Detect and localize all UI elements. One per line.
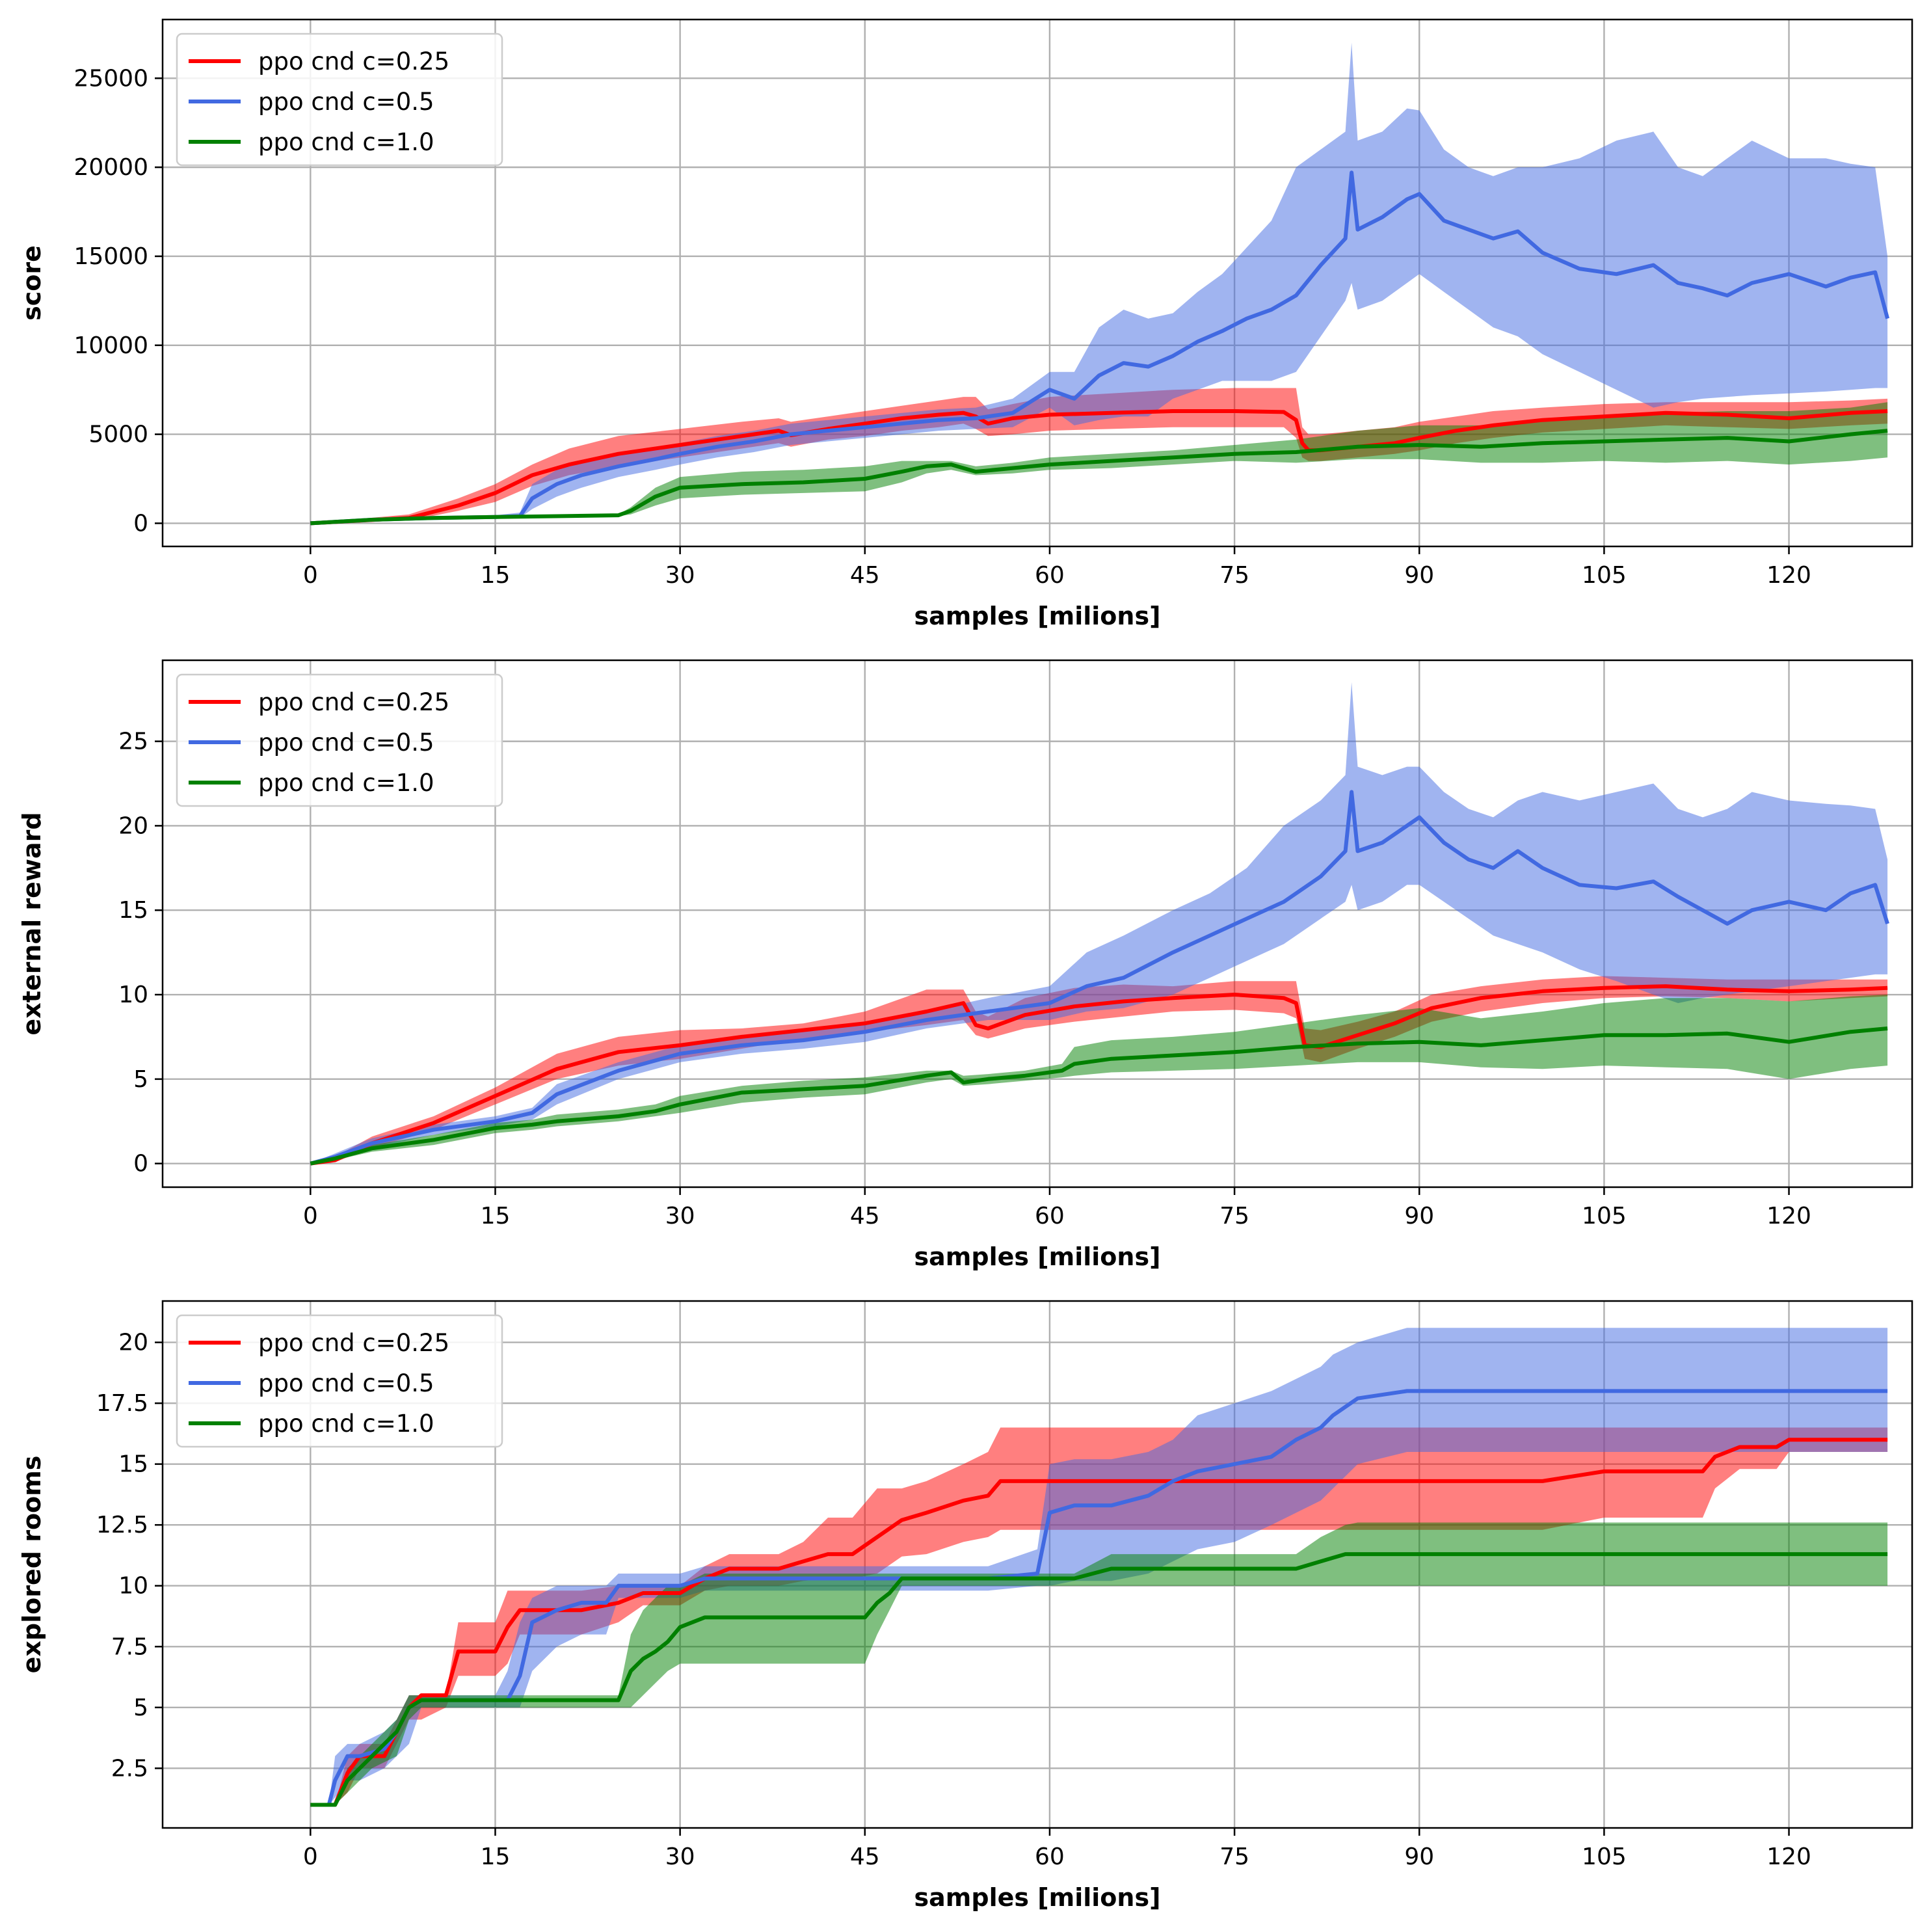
legend-label-1: ppo cnd c=0.25 [258, 47, 449, 75]
y-tick-label: 7.5 [111, 1633, 148, 1660]
y-tick-label: 10 [118, 982, 148, 1008]
y-tick-label: 15 [118, 897, 148, 924]
legend-box [176, 33, 503, 167]
y-tick-label: 5 [133, 1695, 148, 1721]
series-line-1 [310, 984, 1888, 1166]
axes-frame [161, 18, 1913, 548]
series-line-1 [310, 409, 1888, 526]
x-tick-label: 90 [1404, 562, 1434, 589]
axes-frame [161, 1300, 1913, 1829]
x-axis-label: samples [milions] [914, 602, 1161, 630]
chart-panel-3: 0 15 30 45 60 75 90 105 120 2.5 5 7.5 10 12.5 15 17.5 20… [18, 1300, 1913, 1912]
x-tick-label: 45 [850, 562, 880, 589]
x-tick-label: 30 [665, 562, 695, 589]
x-tick-label: 75 [1219, 562, 1249, 589]
plot-area [310, 42, 1889, 526]
y-tick-label: 10000 [73, 332, 148, 359]
series-line-1 [310, 1438, 1888, 1807]
x-tick-label: 15 [481, 1203, 511, 1229]
y-tick-label: 10 [118, 1573, 148, 1600]
x-tick-label: 90 [1404, 1844, 1434, 1870]
x-tick-label: 0 [303, 562, 318, 589]
x-axis-label: samples [milions] [914, 1883, 1161, 1912]
series-band-1 [310, 976, 1888, 1164]
series-line-2 [310, 170, 1889, 526]
y-tick-label: 20 [118, 1330, 148, 1356]
series-line-3 [310, 1552, 1888, 1807]
x-axis-label: samples [milions] [914, 1242, 1161, 1271]
x-tick-label: 75 [1219, 1203, 1249, 1229]
y-tick-label: 15000 [73, 243, 148, 270]
series-line-3 [310, 1026, 1888, 1166]
legend: ppo cnd c=0.25 ppo cnd c=0.5 ppo cnd c=1.0 [176, 33, 503, 167]
x-tick-label: 60 [1035, 1203, 1065, 1229]
x-tick-label: 120 [1766, 562, 1811, 589]
legend: ppo cnd c=0.25 ppo cnd c=0.5 ppo cnd c=1.0 [176, 1314, 503, 1448]
series-band-1 [310, 1427, 1888, 1805]
x-tick-label: 120 [1766, 1844, 1811, 1870]
series-line-2 [310, 790, 1889, 1166]
x-tick-label: 30 [665, 1203, 695, 1229]
series-band-3 [310, 1522, 1888, 1805]
y-tick-label: 0 [133, 510, 148, 537]
x-tick-label: 120 [1766, 1203, 1811, 1229]
chart-panel-1: 0 15 30 45 60 75 90 105 120 0 5000 10000 15000 20000 2… [18, 18, 1913, 630]
series-band-1 [310, 388, 1888, 524]
legend-label-2: ppo cnd c=0.5 [258, 88, 434, 116]
y-axis-label: explored rooms [18, 1456, 46, 1674]
legend-box [176, 673, 503, 807]
x-tick-label: 105 [1582, 1844, 1627, 1870]
x-tick-label: 30 [665, 1844, 695, 1870]
series-line-3 [310, 429, 1888, 526]
plot-area [310, 1328, 1888, 1807]
legend-label-1: ppo cnd c=0.25 [258, 688, 449, 716]
legend-label-2: ppo cnd c=0.5 [258, 1369, 434, 1397]
x-tick-label: 105 [1582, 1203, 1627, 1229]
legend-box [176, 1314, 503, 1448]
y-axis-label: score [18, 245, 46, 321]
x-tick-label: 90 [1404, 1203, 1434, 1229]
legend-label-3: ppo cnd c=1.0 [258, 1410, 434, 1438]
x-tick-label: 15 [481, 562, 511, 589]
y-tick-label: 25000 [73, 65, 148, 92]
y-tick-label: 2.5 [111, 1755, 148, 1782]
legend-label-2: ppo cnd c=0.5 [258, 729, 434, 757]
legend: ppo cnd c=0.25 ppo cnd c=0.5 ppo cnd c=1.0 [176, 673, 503, 807]
axes-frame [161, 659, 1913, 1188]
legend-label-3: ppo cnd c=1.0 [258, 128, 434, 156]
x-tick-label: 60 [1035, 562, 1065, 589]
y-tick-label: 20000 [73, 154, 148, 181]
x-tick-label: 15 [481, 1844, 511, 1870]
series-band-2 [310, 682, 1888, 1164]
series-band-2 [310, 42, 1888, 524]
y-axis-label: external reward [18, 812, 46, 1035]
x-tick-label: 105 [1582, 562, 1627, 589]
series-band-3 [310, 995, 1888, 1164]
y-tick-label: 25 [118, 729, 148, 755]
y-tick-label: 20 [118, 812, 148, 839]
plot-area [310, 682, 1889, 1166]
y-tick-label: 5000 [88, 422, 148, 448]
chart-panel-2: 0 15 30 45 60 75 90 105 120 0 5 10 15 20 25 samples [mi… [18, 659, 1913, 1271]
y-tick-label: 12.5 [96, 1512, 148, 1538]
legend-label-1: ppo cnd c=0.25 [258, 1329, 449, 1357]
x-tick-label: 60 [1035, 1844, 1065, 1870]
x-tick-label: 75 [1219, 1844, 1249, 1870]
x-tick-label: 45 [850, 1203, 880, 1229]
x-tick-label: 45 [850, 1844, 880, 1870]
y-tick-label: 5 [133, 1066, 148, 1093]
y-tick-label: 17.5 [96, 1390, 148, 1417]
y-tick-label: 15 [118, 1451, 148, 1478]
legend-label-3: ppo cnd c=1.0 [258, 769, 434, 797]
x-tick-label: 0 [303, 1203, 318, 1229]
y-tick-label: 0 [133, 1151, 148, 1177]
x-tick-label: 0 [303, 1844, 318, 1870]
